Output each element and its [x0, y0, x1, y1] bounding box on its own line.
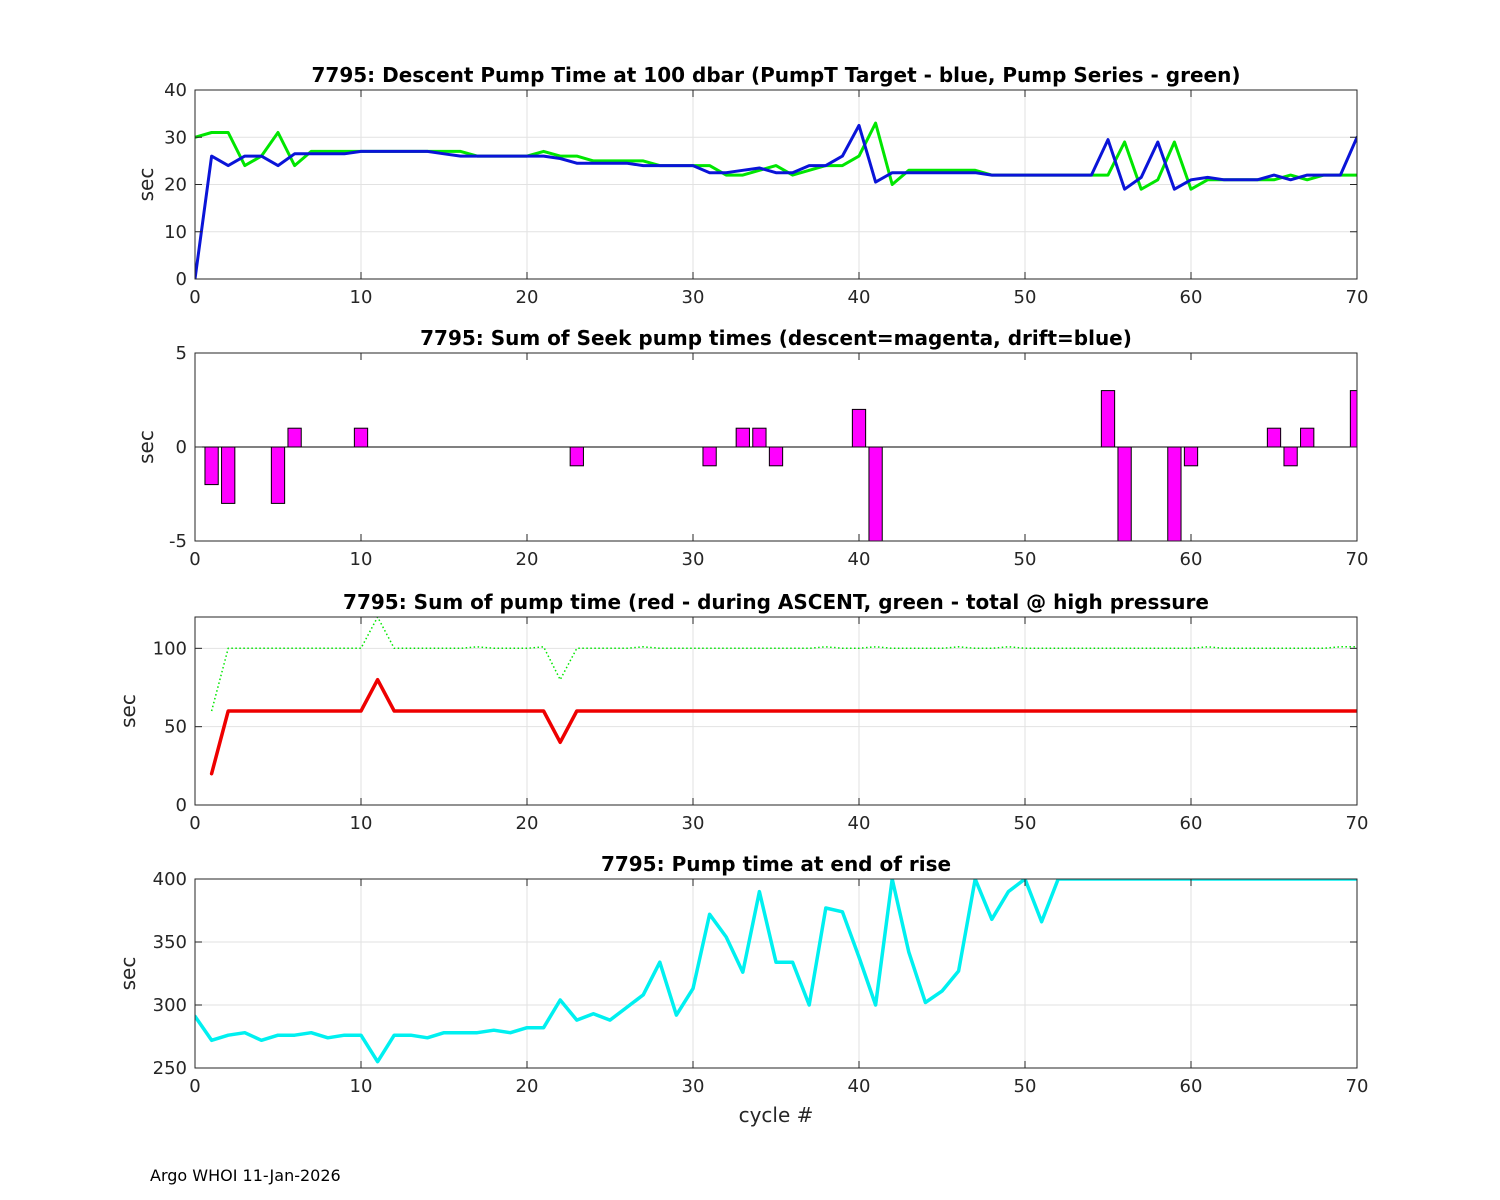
- bar: [1167, 446, 1182, 541]
- x-tick-label: 0: [189, 549, 200, 570]
- y-tick-label: 30: [164, 127, 187, 148]
- chart-title: 7795: Sum of pump time (red - during ASC…: [343, 590, 1209, 614]
- bar: [1183, 446, 1199, 467]
- x-tick-label: 50: [1014, 549, 1037, 570]
- y-axis-label: sec: [134, 430, 158, 464]
- chart-title: 7795: Pump time at end of rise: [601, 852, 951, 876]
- x-tick-label: 40: [848, 813, 871, 834]
- y-tick-label: 300: [153, 995, 187, 1016]
- plot-marks: [195, 121, 1357, 279]
- axes-frame: [194, 878, 1358, 1069]
- y-tick-label: 50: [164, 717, 187, 738]
- bar: [702, 446, 717, 467]
- x-tick-label: 30: [682, 549, 705, 570]
- bar: [287, 427, 302, 448]
- y-tick-label: -5: [169, 531, 187, 552]
- x-tick-label: 50: [1014, 813, 1037, 834]
- x-tick-label: 50: [1014, 287, 1037, 308]
- x-tick-label: 10: [350, 813, 373, 834]
- series-line-2: [209, 677, 1357, 776]
- plot-marks: [195, 879, 1357, 1064]
- x-tick-label: 0: [189, 287, 200, 308]
- x-tick-label: 0: [189, 1076, 200, 1097]
- y-axis-label: sec: [116, 957, 140, 991]
- chart-panel-4: 0 10 20 30 40 50 60 70 250 300 350 400 7795: Pump ti…: [116, 852, 1368, 1127]
- x-tick-label: 70: [1346, 813, 1369, 834]
- chart-panel-1: 0 10 20 30 40 50 60 70 0 10 20 30 40 7795: Descent Pu…: [134, 63, 1368, 308]
- y-tick-label: 250: [153, 1058, 187, 1079]
- y-axis-label: sec: [134, 168, 158, 202]
- bar: [735, 427, 750, 448]
- y-tick-label: 350: [153, 932, 187, 953]
- bar: [1117, 446, 1132, 541]
- bar: [752, 427, 767, 448]
- plot-marks: [209, 617, 1357, 776]
- bar: [1266, 427, 1282, 448]
- x-tick-label: 60: [1180, 813, 1203, 834]
- bar: [221, 446, 236, 504]
- x-tick-label: 0: [189, 813, 200, 834]
- y-tick-label: 5: [176, 343, 187, 364]
- x-tick-label: 30: [682, 1076, 705, 1097]
- bar: [204, 446, 219, 486]
- y-tick-label: 0: [176, 795, 187, 816]
- y-tick-label: 0: [176, 269, 187, 290]
- x-tick-label: 10: [350, 1076, 373, 1097]
- footer-credit: Argo WHOI 11-Jan-2026: [150, 1166, 341, 1185]
- x-tick-label: 60: [1180, 549, 1203, 570]
- chart-title: 7795: Descent Pump Time at 100 dbar (Pum…: [312, 63, 1241, 87]
- plot-marks: [195, 390, 1357, 541]
- chart-panel-3: 0 10 20 30 40 50 60 70 0 50 100 7795: Sum of pump t…: [116, 590, 1368, 834]
- x-tick-label: 20: [516, 287, 539, 308]
- x-tick-label: 30: [682, 287, 705, 308]
- y-axis-label: sec: [116, 694, 140, 728]
- x-tick-label: 70: [1346, 287, 1369, 308]
- bar: [569, 446, 584, 467]
- bar: [353, 427, 369, 448]
- bar: [851, 408, 867, 448]
- bar: [768, 446, 784, 467]
- bar: [868, 446, 883, 541]
- x-tick-label: 40: [848, 549, 871, 570]
- x-tick-label: 60: [1180, 287, 1203, 308]
- x-axis-label: cycle #: [739, 1103, 814, 1127]
- x-tick-label: 60: [1180, 1076, 1203, 1097]
- plot-area: [195, 879, 1357, 1068]
- x-tick-label: 20: [516, 1076, 539, 1097]
- x-tick-label: 40: [848, 1076, 871, 1097]
- x-tick-label: 20: [516, 549, 539, 570]
- x-tick-label: 70: [1346, 1076, 1369, 1097]
- series-line-2: [195, 123, 1357, 279]
- chart-title: 7795: Sum of Seek pump times (descent=ma…: [420, 326, 1132, 350]
- bar: [1100, 390, 1116, 448]
- bar: [1283, 446, 1298, 467]
- x-tick-label: 10: [350, 549, 373, 570]
- x-tick-label: 70: [1346, 549, 1369, 570]
- x-tick-label: 40: [848, 287, 871, 308]
- bar: [270, 446, 286, 504]
- x-tick-label: 10: [350, 287, 373, 308]
- bar: [1300, 427, 1315, 448]
- y-tick-label: 20: [164, 175, 187, 196]
- series-line-1: [195, 879, 1357, 1064]
- y-tick-label: 400: [153, 869, 187, 890]
- x-tick-label: 30: [682, 813, 705, 834]
- x-tick-label: 20: [516, 813, 539, 834]
- axes-frame: [194, 616, 1358, 806]
- y-tick-label: 100: [153, 638, 187, 659]
- y-tick-label: 0: [176, 437, 187, 458]
- y-tick-label: 10: [164, 222, 187, 243]
- x-tick-label: 50: [1014, 1076, 1037, 1097]
- y-tick-label: 40: [164, 80, 187, 101]
- series-line-1: [210, 617, 1357, 712]
